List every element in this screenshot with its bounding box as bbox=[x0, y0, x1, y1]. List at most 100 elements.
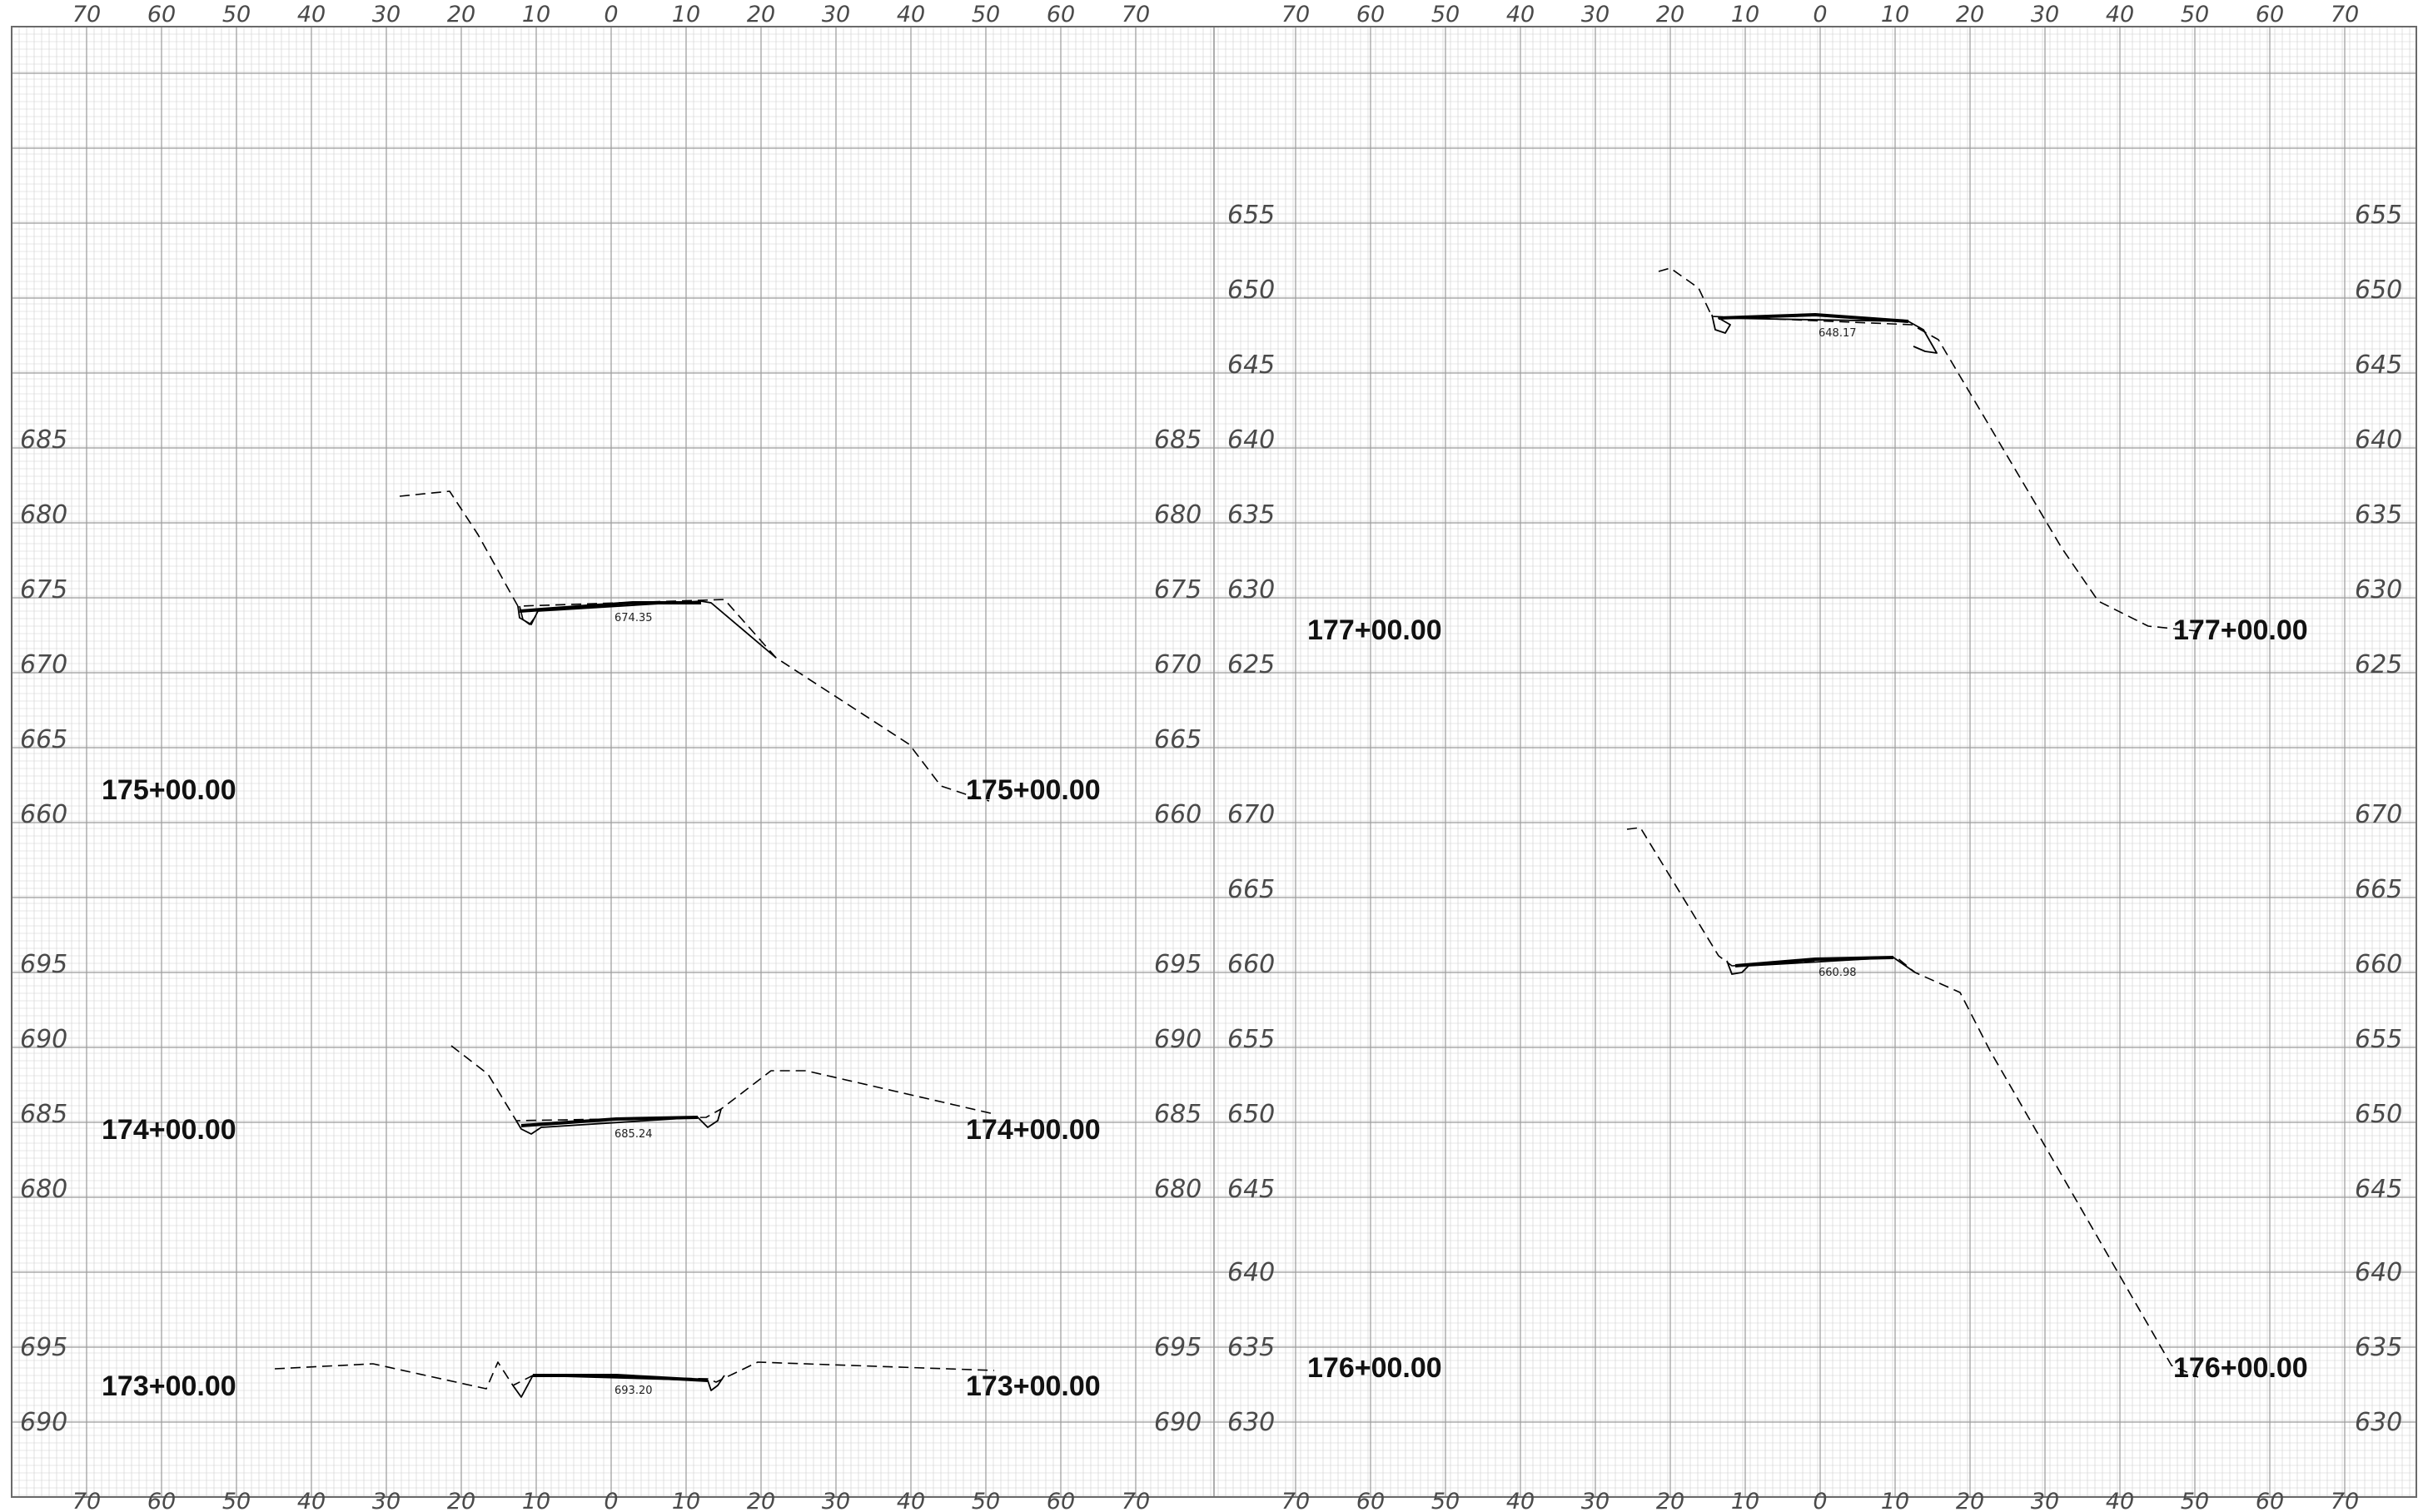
offset-tick-label: 10 bbox=[672, 1489, 700, 1512]
offset-tick-label: 30 bbox=[2031, 2, 2059, 27]
major-grid bbox=[12, 27, 2416, 1498]
elev-label: 650 bbox=[2355, 1100, 2402, 1129]
section-175-profile: 674.35 bbox=[399, 490, 990, 802]
offset-tick-label: 10 bbox=[672, 2, 700, 27]
elev-label: 690 bbox=[20, 1408, 67, 1437]
offset-tick-label: 50 bbox=[1431, 2, 1460, 27]
offset-tick-label: 20 bbox=[1656, 2, 1684, 27]
station-label: 176+00.00 bbox=[2173, 1352, 2308, 1384]
elev-label: 670 bbox=[20, 650, 67, 679]
offset-tick-label: 50 bbox=[222, 1489, 251, 1512]
elev-label: 630 bbox=[1227, 1408, 1275, 1437]
elev-label: 675 bbox=[20, 575, 67, 604]
elev-label: 655 bbox=[1227, 201, 1275, 230]
proposed-grade-line bbox=[1734, 956, 1894, 967]
elev-label: 660 bbox=[1154, 800, 1202, 829]
offset-tick-label: 40 bbox=[897, 1489, 925, 1512]
offset-tick-label: 70 bbox=[1122, 1489, 1150, 1512]
elev-label: 690 bbox=[20, 1025, 67, 1054]
offset-tick-label: 20 bbox=[447, 2, 475, 27]
station-label: 174+00.00 bbox=[102, 1114, 236, 1146]
offset-tick-label: 70 bbox=[2331, 2, 2359, 27]
proposed-grade-line bbox=[1718, 313, 1909, 323]
proposed-grade-edge bbox=[1726, 957, 1916, 975]
proposed-grade-edge bbox=[1711, 314, 1938, 354]
section-176-profile: 660.98 bbox=[1626, 827, 2199, 1378]
elev-label: 635 bbox=[2355, 1333, 2402, 1362]
elev-label: 625 bbox=[1227, 650, 1275, 679]
offset-tick-label: 50 bbox=[972, 1489, 1000, 1512]
offset-tick-label: 40 bbox=[897, 2, 925, 27]
elev-label: 680 bbox=[1154, 1175, 1202, 1204]
minor-grid bbox=[11, 26, 2416, 1497]
offset-tick-label: 50 bbox=[1431, 1489, 1460, 1512]
offset-tick-label: 60 bbox=[1047, 1489, 1075, 1512]
offset-tick-label: 60 bbox=[1047, 2, 1075, 27]
ditch-left bbox=[519, 605, 535, 625]
elev-label: 695 bbox=[20, 950, 67, 979]
grade-elevation-label: 660.98 bbox=[1819, 967, 1857, 979]
elev-label: 655 bbox=[1227, 1025, 1275, 1054]
offset-tick-label: 70 bbox=[72, 2, 101, 27]
proposed-grade-edge bbox=[517, 600, 777, 659]
elev-label: 645 bbox=[2355, 351, 2402, 380]
elev-label: 680 bbox=[20, 1175, 67, 1204]
elev-label: 640 bbox=[1227, 425, 1275, 455]
offset-tick-label: 40 bbox=[297, 2, 326, 27]
elev-label: 685 bbox=[1154, 425, 1202, 455]
offset-tick-label: 20 bbox=[447, 1489, 475, 1512]
offset-scale: 70 70 60 60 50 50 40 40 30 30 20 20 10 10 0 0 10 10 20 20 30… bbox=[72, 2, 2359, 1512]
elev-label: 695 bbox=[20, 1333, 67, 1362]
elev-label: 665 bbox=[1227, 875, 1275, 904]
offset-tick-label: 10 bbox=[522, 1489, 550, 1512]
elev-label: 635 bbox=[1227, 1333, 1275, 1362]
proposed-grade-line bbox=[533, 1374, 709, 1382]
elev-label: 695 bbox=[1154, 950, 1202, 979]
offset-tick-label: 30 bbox=[372, 1489, 401, 1512]
grade-elevation-label: 674.35 bbox=[614, 612, 653, 624]
offset-tick-label: 60 bbox=[1356, 1489, 1385, 1512]
elev-label: 665 bbox=[1154, 725, 1202, 754]
elev-label: 635 bbox=[2355, 500, 2402, 530]
offset-tick-label: 40 bbox=[2106, 1489, 2134, 1512]
elev-label: 645 bbox=[1227, 1175, 1275, 1204]
offset-tick-label: 60 bbox=[1356, 2, 1385, 27]
section-173-profile: 693.20 bbox=[274, 1361, 995, 1398]
offset-tick-label: 0 bbox=[604, 2, 618, 27]
elev-label: 685 bbox=[20, 425, 67, 455]
offset-tick-label: 70 bbox=[2331, 1489, 2359, 1512]
offset-tick-label: 10 bbox=[1881, 2, 1909, 27]
station-label: 174+00.00 bbox=[966, 1114, 1101, 1146]
station-label: 173+00.00 bbox=[966, 1370, 1101, 1402]
offset-tick-label: 40 bbox=[297, 1489, 326, 1512]
elev-label: 670 bbox=[1227, 800, 1275, 829]
elev-label: 645 bbox=[2355, 1175, 2402, 1204]
offset-tick-label: 30 bbox=[372, 2, 401, 27]
elev-label: 655 bbox=[2355, 201, 2402, 230]
elev-label: 650 bbox=[1227, 1100, 1275, 1129]
offset-tick-label: 30 bbox=[1581, 1489, 1610, 1512]
elev-label: 665 bbox=[2355, 875, 2402, 904]
station-label: 175+00.00 bbox=[966, 774, 1101, 806]
proposed-grade-line bbox=[520, 1116, 699, 1127]
offset-tick-label: 70 bbox=[72, 1489, 101, 1512]
grade-elevation-label: 648.17 bbox=[1819, 327, 1857, 340]
sheet-border bbox=[11, 26, 2417, 1498]
elev-label: 680 bbox=[1154, 500, 1202, 530]
offset-tick-label: 30 bbox=[822, 2, 850, 27]
offset-tick-label: 20 bbox=[747, 2, 775, 27]
elev-label: 640 bbox=[2355, 1258, 2402, 1287]
elev-label: 685 bbox=[20, 1100, 67, 1129]
elev-label: 625 bbox=[2355, 650, 2402, 679]
offset-tick-label: 60 bbox=[147, 2, 176, 27]
elev-label: 650 bbox=[1227, 276, 1275, 305]
offset-tick-label: 10 bbox=[1731, 1489, 1759, 1512]
station-label: 176+00.00 bbox=[1307, 1352, 1442, 1384]
offset-tick-label: 50 bbox=[2181, 1489, 2209, 1512]
elev-label: 695 bbox=[1154, 1333, 1202, 1362]
offset-tick-label: 60 bbox=[147, 1489, 176, 1512]
offset-tick-label: 50 bbox=[2181, 2, 2209, 27]
station-label: 177+00.00 bbox=[1307, 614, 1442, 646]
proposed-grade-edge bbox=[512, 1375, 725, 1398]
offset-tick-label: 40 bbox=[1506, 1489, 1535, 1512]
